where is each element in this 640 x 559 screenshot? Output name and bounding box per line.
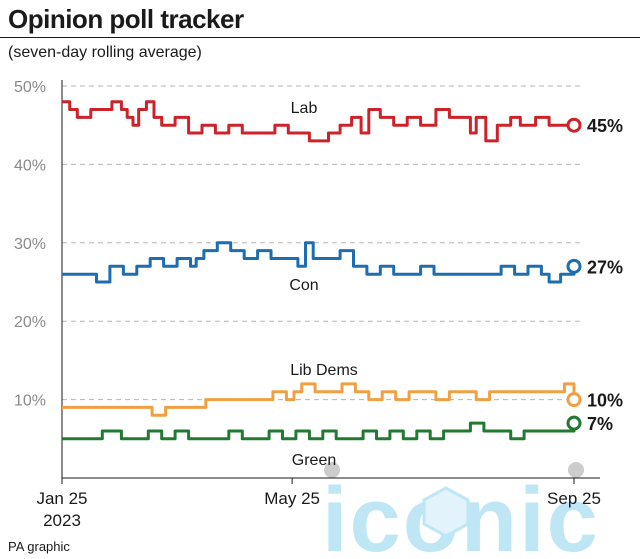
end-value-lab: 45% (587, 116, 623, 136)
end-marker-con (566, 258, 582, 274)
y-tick-label: 10% (14, 393, 46, 410)
end-value-lib-dems: 10% (587, 391, 623, 411)
end-marker-green (566, 415, 582, 431)
x-tick-sublabel: 2023 (43, 511, 81, 530)
x-tick-label: Jan 25 (36, 489, 87, 508)
title-divider (0, 37, 640, 38)
series-label-con: Con (289, 277, 318, 294)
series-line-con (62, 241, 576, 284)
iconic-watermark: iconic (322, 462, 598, 559)
chart-subtitle: (seven-day rolling average) (8, 44, 202, 61)
y-tick-label: 40% (14, 157, 46, 174)
x-tick-label: Sep 25 (547, 489, 601, 508)
series-line-lib-dems (62, 382, 576, 417)
chart-series (62, 100, 582, 441)
watermark-dot-left (324, 462, 340, 478)
series-label-green: Green (292, 452, 336, 469)
y-tick-label: 20% (14, 314, 46, 331)
x-tick-label: May 25 (264, 489, 320, 508)
series-label-lab: Lab (291, 100, 318, 117)
series-line-lab (62, 100, 574, 143)
end-marker-lab (566, 117, 582, 133)
y-tick-label: 30% (14, 236, 46, 253)
y-tick-label: 50% (14, 79, 46, 96)
chart-gridlines: 50% 40% 30% 20% 10% (14, 79, 584, 410)
end-value-con: 27% (587, 257, 623, 277)
series-line-green (62, 421, 576, 441)
pa-graphic-credit: PA graphic (8, 539, 70, 554)
chart-axes: Jan 25 2023 May 25 Sep 25 (36, 80, 601, 530)
chart-title: Opinion poll tracker (8, 4, 244, 34)
end-marker-lib-dems (566, 392, 582, 408)
series-label-lib-dems: Lib Dems (290, 362, 358, 379)
chart-labels: 45% Lab 27% Con 10% Lib Dems 7% Green (289, 100, 623, 469)
watermark-dot-right (568, 462, 584, 478)
watermark-hexagon (422, 486, 470, 538)
end-value-green: 7% (587, 414, 613, 434)
